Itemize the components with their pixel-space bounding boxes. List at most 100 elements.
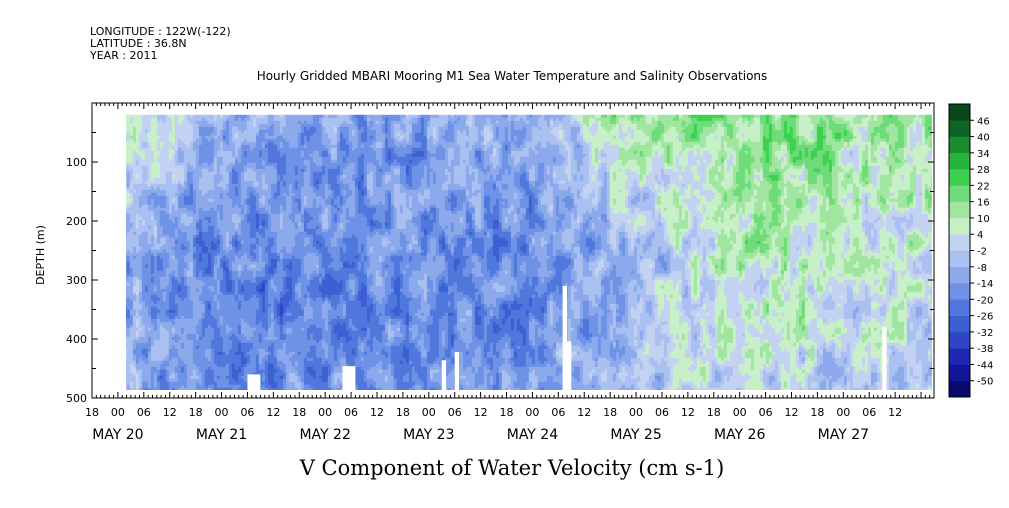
heatmap-cell bbox=[171, 321, 176, 326]
heatmap-cell bbox=[252, 165, 257, 170]
heatmap-cell bbox=[270, 204, 275, 209]
heatmap-cell bbox=[126, 225, 128, 230]
heatmap-cell bbox=[126, 156, 128, 161]
heatmap-cell bbox=[177, 252, 182, 257]
heatmap-cell bbox=[225, 222, 230, 227]
heatmap-cell bbox=[225, 237, 230, 242]
heatmap-cell bbox=[186, 336, 191, 341]
heatmap-cell bbox=[231, 120, 236, 125]
heatmap-cell bbox=[147, 249, 152, 254]
heatmap-cell bbox=[132, 159, 137, 164]
heatmap-cell bbox=[213, 165, 218, 170]
heatmap-cell bbox=[189, 384, 194, 389]
heatmap-cell bbox=[237, 309, 242, 314]
heatmap-cell bbox=[213, 240, 218, 245]
heatmap-cell bbox=[261, 336, 266, 341]
heatmap-cell bbox=[246, 360, 251, 365]
heatmap-cell bbox=[231, 348, 236, 353]
heatmap-cell bbox=[138, 216, 143, 221]
heatmap-cell bbox=[216, 135, 221, 140]
heatmap-cell bbox=[180, 291, 185, 296]
heatmap-cell bbox=[132, 306, 137, 311]
heatmap-cell bbox=[126, 237, 131, 242]
heatmap-cell bbox=[225, 213, 230, 218]
heatmap-cell bbox=[144, 162, 149, 167]
heatmap-cell bbox=[231, 243, 236, 248]
heatmap-cell bbox=[207, 282, 212, 287]
heatmap-cell bbox=[150, 144, 155, 149]
heatmap-cell bbox=[213, 264, 218, 269]
heatmap-cell bbox=[222, 372, 227, 377]
heatmap-cell bbox=[195, 120, 200, 125]
heatmap-cell bbox=[228, 132, 233, 137]
heatmap-cell bbox=[198, 321, 203, 326]
heatmap-cell bbox=[267, 168, 272, 173]
heatmap-cell bbox=[135, 138, 140, 143]
heatmap-cell bbox=[207, 150, 212, 155]
heatmap-cell bbox=[261, 123, 266, 128]
heatmap-cell bbox=[258, 237, 263, 242]
heatmap-cell bbox=[159, 300, 164, 305]
heatmap-cell bbox=[126, 261, 131, 266]
heatmap-cell bbox=[186, 180, 191, 185]
heatmap-cell bbox=[249, 249, 254, 254]
heatmap-cell bbox=[267, 333, 272, 338]
heatmap-cell bbox=[279, 183, 284, 188]
heatmap-cell bbox=[126, 333, 131, 338]
heatmap-cell bbox=[135, 222, 140, 227]
heatmap-cell bbox=[270, 327, 275, 332]
heatmap-cell bbox=[240, 366, 245, 371]
heatmap-cell bbox=[273, 156, 278, 161]
heatmap-cell bbox=[210, 288, 215, 293]
heatmap-cell bbox=[156, 243, 161, 248]
heatmap-cell bbox=[144, 387, 149, 390]
heatmap-cell bbox=[270, 186, 275, 191]
heatmap-cell bbox=[225, 282, 230, 287]
heatmap-cell bbox=[177, 318, 182, 323]
heatmap-cell bbox=[216, 342, 221, 347]
heatmap-cell bbox=[216, 204, 221, 209]
heatmap-cell bbox=[129, 276, 134, 281]
heatmap-cell bbox=[264, 354, 269, 359]
heatmap-cell bbox=[201, 300, 206, 305]
heatmap-cell bbox=[162, 312, 167, 317]
heatmap-cell bbox=[201, 282, 206, 287]
heatmap-cell bbox=[240, 132, 245, 137]
heatmap-cell bbox=[216, 150, 221, 155]
heatmap-cell bbox=[183, 282, 188, 287]
heatmap-cell bbox=[267, 126, 272, 131]
heatmap-cell bbox=[126, 264, 128, 269]
heatmap-cell bbox=[129, 159, 134, 164]
heatmap-cell bbox=[186, 276, 191, 281]
heatmap-cell bbox=[225, 195, 230, 200]
heatmap-cell bbox=[138, 375, 143, 380]
heatmap-cell bbox=[192, 165, 197, 170]
heatmap-cell bbox=[225, 114, 230, 119]
heatmap-cell bbox=[243, 270, 248, 275]
heatmap-cell bbox=[156, 369, 161, 374]
heatmap-cell bbox=[219, 387, 224, 390]
heatmap-cell bbox=[225, 267, 230, 272]
heatmap-cell bbox=[174, 231, 179, 236]
heatmap-cell bbox=[174, 312, 179, 317]
heatmap-cell bbox=[135, 312, 140, 317]
heatmap-cell bbox=[237, 117, 242, 122]
heatmap-cell bbox=[180, 132, 185, 137]
heatmap-cell bbox=[126, 135, 131, 140]
heatmap-cell bbox=[177, 153, 182, 158]
heatmap-cell bbox=[174, 327, 179, 332]
heatmap-cell bbox=[159, 114, 164, 119]
heatmap-cell bbox=[219, 276, 224, 281]
heatmap-cell bbox=[198, 342, 203, 347]
heatmap-cell bbox=[276, 153, 281, 158]
heatmap-cell bbox=[126, 336, 128, 341]
heatmap-cell bbox=[261, 258, 266, 263]
heatmap-cell bbox=[156, 351, 161, 356]
heatmap-cell bbox=[237, 300, 242, 305]
heatmap-cell bbox=[273, 204, 278, 209]
heatmap-cell bbox=[240, 273, 245, 278]
heatmap-cell bbox=[162, 159, 167, 164]
heatmap-cell bbox=[198, 339, 203, 344]
heatmap-cell bbox=[264, 276, 269, 281]
heatmap-cell bbox=[135, 126, 140, 131]
